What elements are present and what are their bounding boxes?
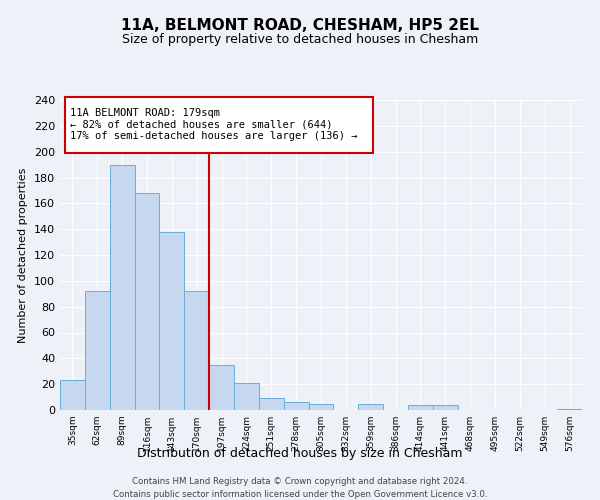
Bar [557, 408, 582, 410]
Bar [259, 398, 284, 410]
FancyBboxPatch shape [65, 97, 373, 152]
Bar [60, 380, 85, 410]
Bar [433, 405, 458, 410]
Text: 11A BELMONT ROAD: 179sqm
← 82% of detached houses are smaller (644)
17% of semi-: 11A BELMONT ROAD: 179sqm ← 82% of detach… [70, 108, 358, 142]
Bar [209, 365, 234, 410]
Bar [358, 404, 383, 410]
Bar [160, 232, 184, 410]
Text: Distribution of detached houses by size in Chesham: Distribution of detached houses by size … [137, 448, 463, 460]
Bar [184, 291, 209, 410]
Bar [85, 291, 110, 410]
Text: Contains public sector information licensed under the Open Government Licence v3: Contains public sector information licen… [113, 490, 487, 499]
Bar [110, 164, 134, 410]
Y-axis label: Number of detached properties: Number of detached properties [19, 168, 28, 342]
Text: Contains HM Land Registry data © Crown copyright and database right 2024.: Contains HM Land Registry data © Crown c… [132, 478, 468, 486]
Text: 11A, BELMONT ROAD, CHESHAM, HP5 2EL: 11A, BELMONT ROAD, CHESHAM, HP5 2EL [121, 18, 479, 32]
Bar [284, 402, 308, 410]
Bar [134, 193, 160, 410]
Text: Size of property relative to detached houses in Chesham: Size of property relative to detached ho… [122, 32, 478, 46]
Bar [308, 404, 334, 410]
Bar [408, 405, 433, 410]
Bar [234, 383, 259, 410]
